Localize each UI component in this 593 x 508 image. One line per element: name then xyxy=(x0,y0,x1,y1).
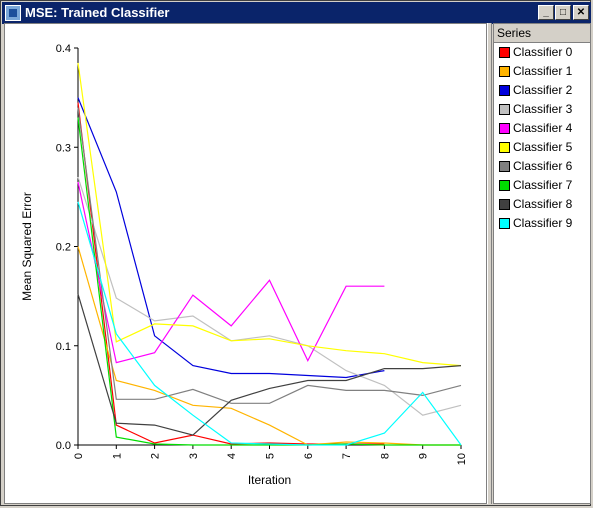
legend-label: Classifier 3 xyxy=(513,102,573,116)
x-tick-label: 1 xyxy=(111,453,123,459)
legend-label: Classifier 9 xyxy=(513,216,573,230)
legend-item[interactable]: Classifier 5 xyxy=(494,138,590,157)
legend-header: Series xyxy=(494,24,590,43)
y-tick-label: 0.1 xyxy=(56,341,71,353)
legend-item[interactable]: Classifier 3 xyxy=(494,100,590,119)
x-axis-label: Iteration xyxy=(248,473,291,487)
series-line xyxy=(77,246,461,446)
chart-panel: 0.0 0.1 0.2 0.3 0.4 0 1 2 3 4 5 6 7 8 9 10 Iteration Mean… xyxy=(4,23,487,504)
legend-swatch xyxy=(499,218,510,229)
legend-label: Classifier 0 xyxy=(513,45,573,59)
legend-item[interactable]: Classifier 8 xyxy=(494,195,590,214)
x-tick-label: 4 xyxy=(226,453,238,459)
x-tick-label: 9 xyxy=(418,453,430,459)
legend-label: Classifier 6 xyxy=(513,159,573,173)
legend-swatch xyxy=(499,104,510,115)
series-line xyxy=(77,97,385,379)
legend-item[interactable]: Classifier 0 xyxy=(494,43,590,62)
panel-splitter[interactable] xyxy=(487,23,492,504)
legend-item[interactable]: Classifier 9 xyxy=(494,214,590,233)
legend-swatch xyxy=(499,142,510,153)
window-title: MSE: Trained Classifier xyxy=(25,5,170,20)
legend-swatch xyxy=(499,47,510,58)
y-tick-label: 0.2 xyxy=(56,242,71,254)
x-tick-label: 6 xyxy=(303,453,315,459)
legend-label: Classifier 1 xyxy=(513,64,573,78)
x-tick-label: 3 xyxy=(188,453,200,459)
legend-panel: Series Classifier 0 Classifier 1 Classif… xyxy=(493,23,591,504)
y-tick-label: 0.4 xyxy=(56,43,71,55)
x-tick-label: 7 xyxy=(341,453,353,459)
series-line xyxy=(77,201,462,446)
series-line xyxy=(77,62,462,367)
y-tick-label: 0.0 xyxy=(56,440,71,452)
legend-swatch xyxy=(499,161,510,172)
legend-swatch xyxy=(499,199,510,210)
series-line xyxy=(77,102,385,445)
maximize-button[interactable]: □ xyxy=(555,5,571,20)
x-tick-label: 2 xyxy=(150,453,162,459)
legend-label: Classifier 5 xyxy=(513,140,573,154)
legend-item[interactable]: Classifier 6 xyxy=(494,157,590,176)
legend-swatch xyxy=(499,123,510,134)
legend-swatch xyxy=(499,66,510,77)
series-line xyxy=(77,107,462,404)
x-tick-label: 0 xyxy=(73,453,85,459)
series-line xyxy=(77,176,462,416)
legend-swatch xyxy=(499,180,510,191)
legend-item[interactable]: Classifier 1 xyxy=(494,62,590,81)
legend-label: Classifier 8 xyxy=(513,197,573,211)
legend-label: Classifier 2 xyxy=(513,83,573,97)
close-button[interactable]: ✕ xyxy=(573,5,589,20)
series-line xyxy=(77,117,461,446)
legend-swatch xyxy=(499,85,510,96)
mse-line-chart: 0.0 0.1 0.2 0.3 0.4 0 1 2 3 4 5 6 7 8 9 10 Iteration Mean… xyxy=(20,43,468,487)
app-icon xyxy=(5,5,21,21)
x-tick-label: 8 xyxy=(379,453,391,459)
legend-item[interactable]: Classifier 2 xyxy=(494,81,590,100)
legend-item[interactable]: Classifier 7 xyxy=(494,176,590,195)
x-tick-label: 5 xyxy=(265,453,277,459)
minimize-button[interactable]: _ xyxy=(538,5,554,20)
title-bar[interactable]: MSE: Trained Classifier _ □ ✕ xyxy=(2,2,591,24)
x-tick-label: 10 xyxy=(456,453,468,465)
y-axis-label: Mean Squared Error xyxy=(20,192,34,301)
legend-label: Classifier 7 xyxy=(513,178,573,192)
y-tick-label: 0.3 xyxy=(56,142,71,154)
series-line xyxy=(77,181,385,364)
legend-label: Classifier 4 xyxy=(513,121,573,135)
series-line xyxy=(77,293,462,436)
legend-item[interactable]: Classifier 4 xyxy=(494,119,590,138)
